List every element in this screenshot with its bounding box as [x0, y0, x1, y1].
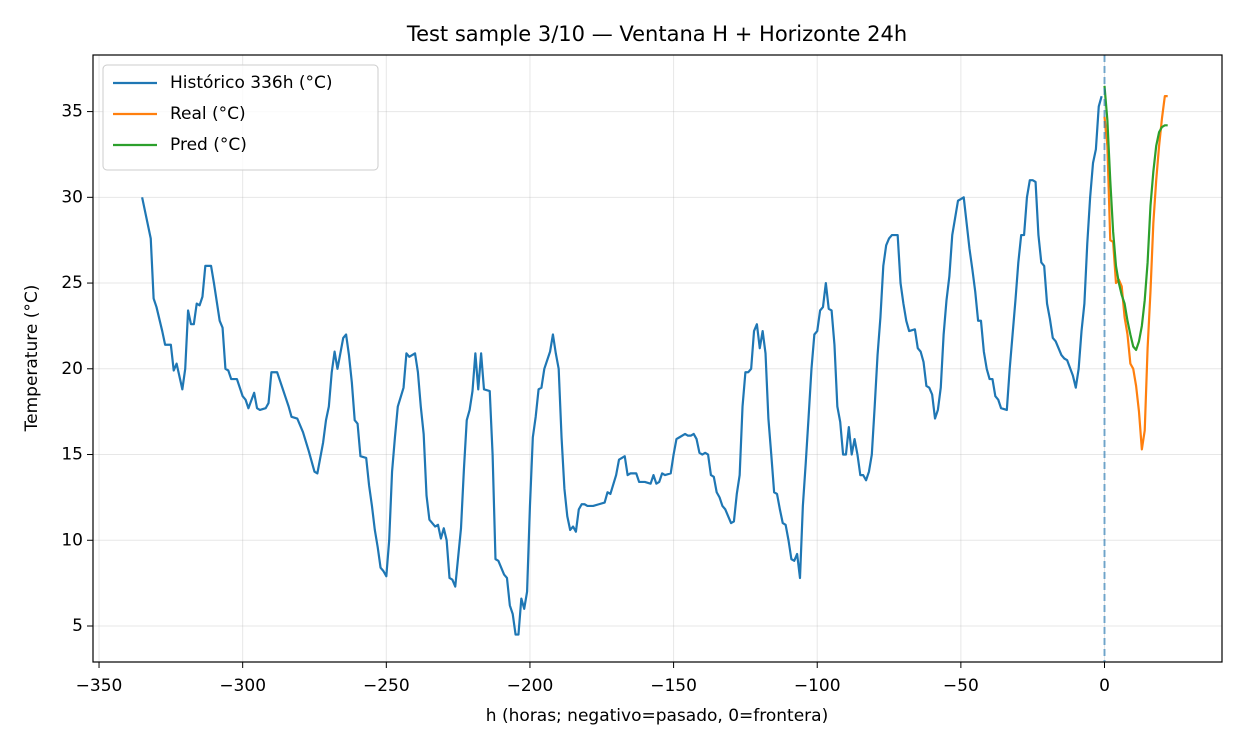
legend-label: Pred (°C)	[170, 135, 247, 155]
x-tick-label: −350	[76, 676, 123, 696]
x-tick-label: −200	[507, 676, 554, 696]
chart-title: Test sample 3/10 — Ventana H + Horizonte…	[406, 22, 907, 46]
x-tick-label: −250	[363, 676, 410, 696]
y-tick-label: 30	[61, 187, 83, 207]
x-axis-label: h (horas; negativo=pasado, 0=frontera)	[486, 706, 828, 726]
y-tick-label: 15	[61, 445, 83, 465]
x-tick-label: −50	[943, 676, 979, 696]
plot-frame	[92, 54, 1223, 663]
y-tick-label: 5	[72, 616, 83, 636]
x-tick-label: −100	[794, 676, 841, 696]
legend-label: Real (°C)	[170, 104, 246, 124]
y-tick-label: 35	[61, 102, 83, 122]
x-tick-label: 0	[1099, 676, 1110, 696]
x-tick-label: −150	[650, 676, 697, 696]
data-line	[1103, 85, 1168, 352]
x-tick-label: −300	[219, 676, 266, 696]
y-tick-label: 25	[61, 273, 83, 293]
y-tick-label: 20	[61, 359, 83, 379]
y-axis-label: Temperature (°C)	[22, 285, 42, 433]
data-line	[1103, 95, 1168, 451]
legend-label: Histórico 336h (°C)	[170, 73, 333, 93]
y-tick-label: 10	[61, 530, 83, 550]
legend-box	[102, 64, 379, 171]
data-line	[141, 95, 1103, 636]
